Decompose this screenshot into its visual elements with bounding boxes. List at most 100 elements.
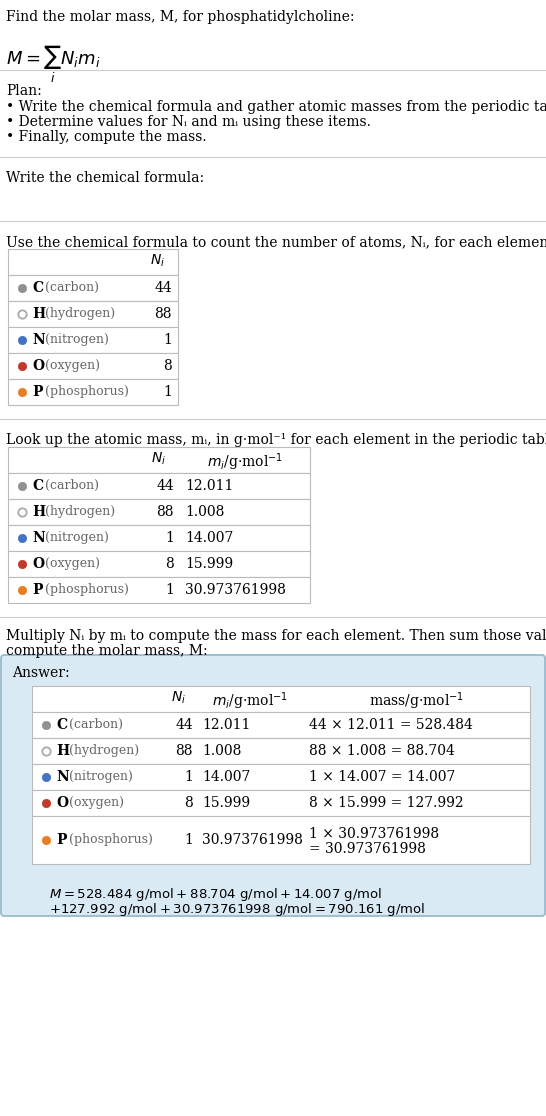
- Text: 8: 8: [184, 796, 193, 810]
- Text: N: N: [56, 770, 69, 785]
- Bar: [8, 499, 310, 525]
- Text: P: P: [32, 385, 43, 400]
- Text: H: H: [32, 307, 45, 321]
- Text: (carbon): (carbon): [65, 718, 123, 731]
- Bar: [32, 712, 530, 738]
- Text: (phosphorus): (phosphorus): [41, 385, 129, 398]
- Text: Answer:: Answer:: [12, 666, 70, 680]
- Text: 1.008: 1.008: [202, 744, 241, 758]
- Text: 14.007: 14.007: [202, 770, 251, 785]
- Text: H: H: [56, 744, 69, 758]
- Text: O: O: [56, 796, 68, 810]
- Text: 8 × 15.999 = 127.992: 8 × 15.999 = 127.992: [309, 796, 464, 810]
- Text: 30.973761998: 30.973761998: [185, 583, 286, 597]
- Text: (oxygen): (oxygen): [41, 359, 100, 372]
- Bar: [8, 379, 178, 405]
- Text: $m_i$/g$\cdot$mol$^{-1}$: $m_i$/g$\cdot$mol$^{-1}$: [207, 451, 283, 472]
- Text: mass/g$\cdot$mol$^{-1}$: mass/g$\cdot$mol$^{-1}$: [369, 690, 464, 712]
- Text: 1: 1: [184, 770, 193, 785]
- Bar: [8, 448, 310, 473]
- Text: 1: 1: [163, 333, 172, 347]
- Text: (hydrogen): (hydrogen): [41, 307, 115, 320]
- Bar: [8, 551, 310, 577]
- Text: 14.007: 14.007: [185, 531, 233, 545]
- Text: 8: 8: [165, 557, 174, 571]
- Text: (nitrogen): (nitrogen): [65, 770, 133, 783]
- Text: 30.973761998: 30.973761998: [202, 833, 303, 847]
- Bar: [8, 249, 178, 275]
- Bar: [8, 577, 310, 603]
- Text: compute the molar mass, M:: compute the molar mass, M:: [6, 644, 207, 658]
- Text: (oxygen): (oxygen): [41, 557, 100, 570]
- Text: (phosphorus): (phosphorus): [65, 833, 153, 846]
- Text: Multiply Nᵢ by mᵢ to compute the mass for each element. Then sum those values to: Multiply Nᵢ by mᵢ to compute the mass fo…: [6, 629, 546, 643]
- Text: C: C: [32, 479, 43, 493]
- Text: 88: 88: [175, 744, 193, 758]
- Text: 1 × 14.007 = 14.007: 1 × 14.007 = 14.007: [309, 770, 455, 785]
- Text: $N_i$: $N_i$: [151, 253, 165, 269]
- Text: $M = 528.484\ \mathrm{g/mol} + 88.704\ \mathrm{g/mol} + 14.007\ \mathrm{g/mol}$: $M = 528.484\ \mathrm{g/mol} + 88.704\ \…: [49, 886, 382, 903]
- Text: 1: 1: [165, 583, 174, 597]
- Text: $M = \sum_i N_i m_i$: $M = \sum_i N_i m_i$: [6, 44, 100, 85]
- Text: • Write the chemical formula and gather atomic masses from the periodic table.: • Write the chemical formula and gather …: [6, 100, 546, 114]
- Text: 15.999: 15.999: [185, 557, 233, 571]
- Text: N: N: [32, 333, 45, 347]
- Bar: [32, 764, 530, 790]
- Text: 44: 44: [156, 479, 174, 493]
- Text: 44 × 12.011 = 528.484: 44 × 12.011 = 528.484: [309, 718, 473, 732]
- Text: Use the chemical formula to count the number of atoms, Nᵢ, for each element:: Use the chemical formula to count the nu…: [6, 235, 546, 249]
- Bar: [32, 816, 530, 864]
- Text: C: C: [32, 281, 43, 295]
- Bar: [8, 275, 178, 301]
- Text: C: C: [56, 718, 67, 732]
- Text: 88: 88: [155, 307, 172, 321]
- Bar: [8, 301, 178, 327]
- Text: 12.011: 12.011: [185, 479, 233, 493]
- Text: 1.008: 1.008: [185, 506, 224, 519]
- Text: H: H: [32, 506, 45, 519]
- Text: (carbon): (carbon): [41, 479, 99, 492]
- Text: (nitrogen): (nitrogen): [41, 333, 109, 346]
- Text: • Determine values for Nᵢ and mᵢ using these items.: • Determine values for Nᵢ and mᵢ using t…: [6, 115, 371, 129]
- Bar: [32, 738, 530, 764]
- Text: $N_i$: $N_i$: [151, 451, 167, 468]
- Text: $+ 127.992\ \mathrm{g/mol} + 30.973761998\ \mathrm{g/mol} = 790.161\ \mathrm{g/m: $+ 127.992\ \mathrm{g/mol} + 30.97376199…: [49, 901, 425, 918]
- FancyBboxPatch shape: [1, 655, 545, 916]
- Bar: [8, 327, 178, 353]
- Text: Write the chemical formula:: Write the chemical formula:: [6, 171, 204, 185]
- Text: 1: 1: [184, 833, 193, 847]
- Bar: [8, 525, 310, 551]
- Text: 1: 1: [163, 385, 172, 400]
- Text: (nitrogen): (nitrogen): [41, 531, 109, 543]
- Text: (phosphorus): (phosphorus): [41, 583, 129, 596]
- Bar: [8, 353, 178, 379]
- Text: 1: 1: [165, 531, 174, 545]
- Text: P: P: [32, 583, 43, 597]
- Bar: [32, 686, 530, 712]
- Text: 44: 44: [155, 281, 172, 295]
- Text: Find the molar mass, M, for phosphatidylcholine:: Find the molar mass, M, for phosphatidyl…: [6, 10, 354, 25]
- Text: 12.011: 12.011: [202, 718, 251, 732]
- Text: 44: 44: [175, 718, 193, 732]
- Text: (hydrogen): (hydrogen): [65, 744, 139, 757]
- Text: $N_i$: $N_i$: [171, 690, 187, 706]
- Text: N: N: [32, 531, 45, 545]
- Bar: [8, 473, 310, 499]
- Text: (oxygen): (oxygen): [65, 796, 124, 809]
- Bar: [32, 790, 530, 816]
- Text: (hydrogen): (hydrogen): [41, 506, 115, 518]
- Text: 8: 8: [163, 359, 172, 373]
- Text: (carbon): (carbon): [41, 281, 99, 294]
- Text: 1 × 30.973761998: 1 × 30.973761998: [309, 827, 439, 841]
- Text: 88: 88: [157, 506, 174, 519]
- Text: Look up the atomic mass, mᵢ, in g·mol⁻¹ for each element in the periodic table:: Look up the atomic mass, mᵢ, in g·mol⁻¹ …: [6, 433, 546, 448]
- Text: 15.999: 15.999: [202, 796, 250, 810]
- Text: • Finally, compute the mass.: • Finally, compute the mass.: [6, 129, 206, 144]
- Text: = 30.973761998: = 30.973761998: [309, 841, 426, 856]
- Text: O: O: [32, 359, 44, 373]
- Text: 88 × 1.008 = 88.704: 88 × 1.008 = 88.704: [309, 744, 455, 758]
- Text: $m_i$/g$\cdot$mol$^{-1}$: $m_i$/g$\cdot$mol$^{-1}$: [212, 690, 288, 712]
- Text: Plan:: Plan:: [6, 84, 41, 98]
- Text: P: P: [56, 833, 67, 847]
- Text: O: O: [32, 557, 44, 571]
